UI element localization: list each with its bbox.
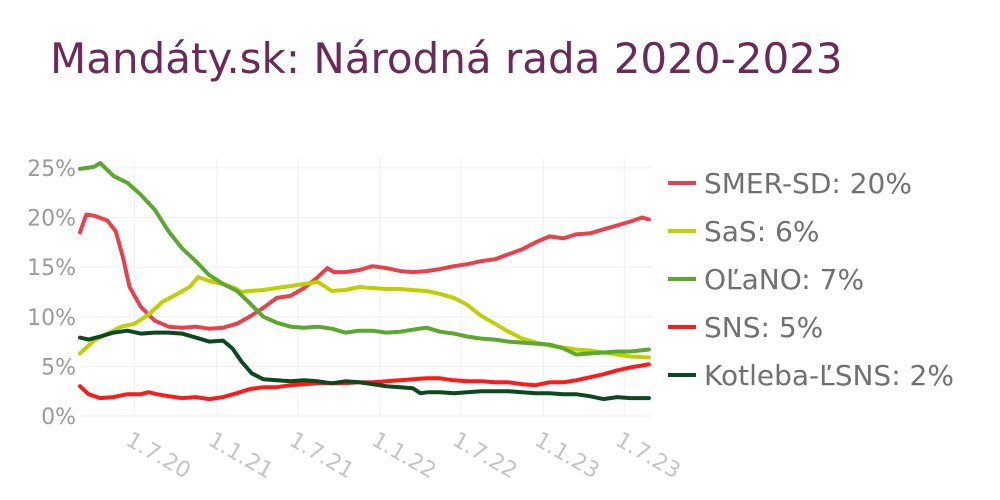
legend-label: Kotleba-ĽSNS: 2% [704, 359, 954, 392]
y-tick-label: 10% [27, 306, 76, 331]
series-lines [78, 161, 651, 402]
x-tick-label: 1.1.22 [367, 428, 440, 485]
y-tick-label: 20% [27, 207, 76, 232]
legend-label: SMER-SD: 20% [704, 167, 912, 200]
x-tick-label: 1.7.23 [611, 428, 684, 485]
x-tick-label: 1.7.20 [122, 428, 195, 485]
x-tick-label: 1.1.23 [530, 428, 603, 485]
x-tick-label: 1.1.21 [204, 428, 277, 485]
series-line-olano [78, 161, 651, 357]
legend-item-sas: SaS: 6% [668, 215, 819, 248]
page-title: Mandáty.sk: Národná rada 2020-2023 [50, 34, 843, 83]
legend-item-smer-sd: SMER-SD: 20% [668, 167, 912, 200]
series-line-sas [78, 275, 651, 360]
legend: SMER-SD: 20% SaS: 6% OĽaNO: 7% SNS: 5% Kotle… [668, 167, 954, 392]
legend-item-kotleba-lsns: Kotleba-ĽSNS: 2% [668, 359, 954, 392]
y-axis-ticks: 0% 5% 10% 15% 20% 25% [27, 157, 76, 430]
y-tick-label: 25% [27, 157, 76, 182]
y-tick-label: 15% [27, 256, 76, 281]
x-tick-label: 1.7.21 [285, 428, 358, 485]
x-axis-ticks: 1.7.20 1.1.21 1.7.21 1.1.22 1.7.22 1.1.23 1.7.… [122, 428, 685, 485]
series-line-smer-sd [78, 212, 651, 331]
legend-label: SNS: 5% [704, 311, 823, 344]
legend-item-sns: SNS: 5% [668, 311, 823, 344]
y-tick-label: 5% [41, 355, 76, 380]
x-tick-label: 1.7.22 [448, 428, 521, 485]
legend-item-olano: OĽaNO: 7% [668, 263, 864, 296]
legend-label: SaS: 6% [704, 215, 819, 248]
y-tick-label: 0% [41, 405, 76, 430]
legend-label: OĽaNO: 7% [704, 263, 864, 296]
series-line-kotleba-lsns [78, 328, 651, 402]
